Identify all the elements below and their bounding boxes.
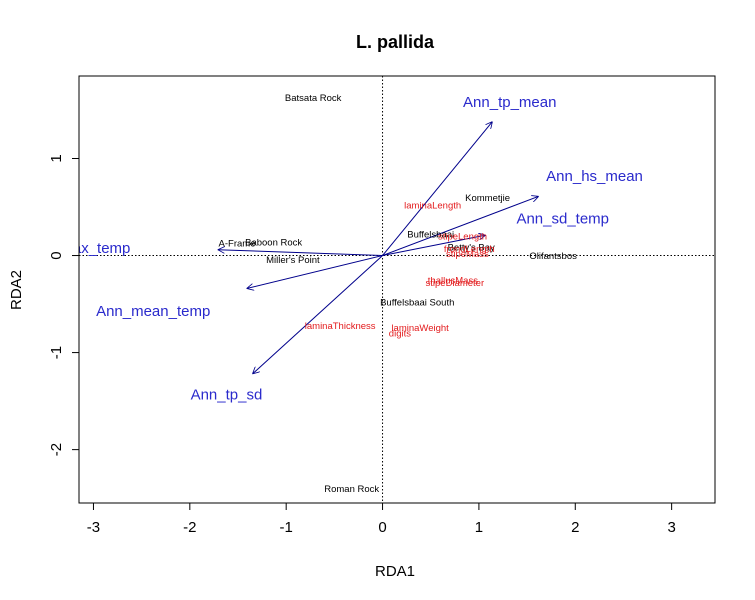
environment-arrows <box>218 122 539 374</box>
environment-label-max-temp: max_temp <box>60 240 130 257</box>
x-tick-label: 0 <box>378 519 386 536</box>
x-tick-label: 3 <box>667 519 675 536</box>
y-axis-label: RDA2 <box>8 270 25 310</box>
site-label-olifantsbos: Olifantsbos <box>529 251 577 262</box>
arrow-ann-tp-mean <box>382 122 493 256</box>
response-label-thallusmass: thallusMass <box>428 275 478 286</box>
response-label-stipediameter: stipeDiameter <box>426 278 485 289</box>
x-tick-label: -2 <box>183 519 196 536</box>
y-tick-label: -2 <box>48 443 65 456</box>
site-label-buffelsbaai-south: Buffelsbaai South <box>380 298 454 309</box>
arrow-max-temp <box>218 250 383 257</box>
environment-label-ann-mean-temp: Ann_mean_temp <box>96 303 210 320</box>
plot-frame <box>78 75 716 504</box>
arrow-ann-tp-sd <box>252 255 383 374</box>
response-label-laminalength: laminaLength <box>404 201 461 212</box>
y-tick-label: -1 <box>48 346 65 359</box>
arrow-ann-sd-temp <box>382 235 486 257</box>
arrow-ann-mean-temp <box>247 255 383 289</box>
reference-lines <box>79 76 715 503</box>
environment-label-ann-tp-sd: Ann_tp_sd <box>191 386 263 403</box>
x-tick-label: 1 <box>475 519 483 536</box>
y-tick-label: 1 <box>48 154 65 162</box>
site-label-roman-rock: Roman Rock <box>324 484 379 495</box>
response-label-laminathickness: laminaThickness <box>305 321 376 332</box>
site-label-baboon-rock: Baboon Rock <box>245 237 302 248</box>
site-label-kommetjie: Kommetjie <box>465 193 510 204</box>
response-label-digits: digits <box>389 329 411 340</box>
point-labels: Batsata RockKommetjieBuffelsbaaiA-FrameB… <box>60 93 643 495</box>
y-tick-label: 0 <box>48 251 65 259</box>
site-label-buffelsbaai: Buffelsbaai <box>407 230 454 241</box>
axes: -3 -2 -1 0 1 2 3 -2 -1 0 1 <box>48 154 676 536</box>
environment-label-ann-tp-mean: Ann_tp_mean <box>463 94 556 111</box>
environment-label-ann-sd-temp: Ann_sd_temp <box>516 211 609 228</box>
chart-title: L. pallida <box>356 32 435 52</box>
response-label-frondlength: frondLength <box>444 244 495 255</box>
environment-label-ann-hs-mean: Ann_hs_mean <box>546 168 643 185</box>
arrow-ann-hs-mean <box>382 196 539 257</box>
plot-area <box>79 76 715 503</box>
response-label-laminaweight: laminaWeight <box>391 323 449 334</box>
response-label-stipelength: stipeLength <box>438 232 487 243</box>
site-label-batsata-rock: Batsata Rock <box>285 93 342 104</box>
plot-background <box>79 76 715 503</box>
response-label-stipemass: stipeMass <box>446 249 489 260</box>
site-label-a-frame: A-Frame <box>219 238 256 249</box>
x-tick-label: 2 <box>571 519 579 536</box>
x-tick-label: -3 <box>87 519 100 536</box>
site-label-betty-s-bay: Betty's Bay <box>448 242 495 253</box>
x-tick-label: -1 <box>280 519 293 536</box>
site-label-miller-s-point: Miller's Point <box>266 255 320 266</box>
x-axis-label: RDA1 <box>375 563 415 580</box>
